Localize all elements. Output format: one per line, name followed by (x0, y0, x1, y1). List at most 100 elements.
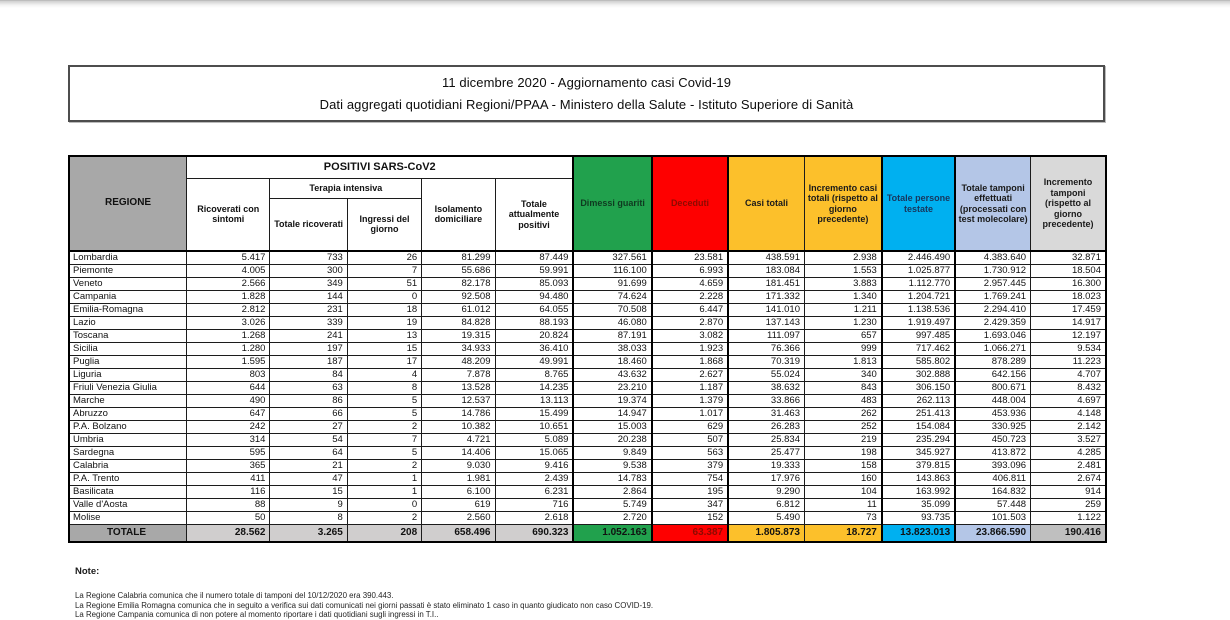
value-cell: 1.595 (186, 354, 271, 369)
value-cell: 314 (186, 432, 271, 447)
value-cell: 26 (346, 250, 423, 265)
value-cell: 843 (803, 380, 883, 395)
value-cell: 2.870 (650, 315, 729, 330)
note-line: La Regione Calabria comunica che il nume… (75, 591, 394, 600)
value-cell: 2.938 (803, 250, 883, 265)
value-cell: 6.100 (421, 484, 496, 499)
value-cell: 137.143 (727, 315, 805, 330)
region-cell: Campania (68, 289, 188, 304)
value-cell: 70.319 (727, 354, 805, 369)
value-cell: 91.699 (572, 276, 653, 291)
value-cell: 10.651 (494, 419, 574, 434)
value-cell: 1.138.536 (880, 302, 957, 317)
region-cell: Valle d'Aosta (68, 497, 188, 512)
totale-label: TOTALE (68, 523, 188, 543)
value-cell: 17.459 (1030, 302, 1107, 317)
col-header-tamponi: Totale tamponi effettuati (processati co… (954, 155, 1032, 252)
value-cell: 365 (186, 458, 271, 473)
value-cell: 6.812 (727, 497, 805, 512)
value-cell: 88 (186, 497, 271, 512)
value-cell: 999 (803, 341, 883, 356)
value-cell: 339 (269, 315, 348, 330)
value-cell: 619 (421, 497, 496, 512)
value-cell: 15.499 (494, 406, 574, 421)
value-cell: 17.976 (727, 471, 805, 486)
value-cell: 25.834 (727, 432, 805, 447)
totale-value-cell: 190.416 (1030, 523, 1107, 543)
value-cell: 1.230 (803, 315, 883, 330)
value-cell: 413.872 (954, 445, 1032, 460)
value-cell: 14.235 (494, 380, 574, 395)
region-cell: Liguria (68, 367, 188, 382)
value-cell: 4.721 (421, 432, 496, 447)
value-cell: 5 (346, 393, 423, 408)
value-cell: 160 (803, 471, 883, 486)
value-cell: 878.289 (954, 354, 1032, 369)
value-cell: 87.191 (572, 328, 653, 343)
value-cell: 144 (269, 289, 348, 304)
value-cell: 70.508 (572, 302, 653, 317)
value-cell: 2.429.359 (954, 315, 1032, 330)
value-cell: 8 (269, 510, 348, 525)
value-cell: 2.864 (572, 484, 653, 499)
value-cell: 4.383.640 (954, 250, 1032, 265)
value-cell: 1.280 (186, 341, 271, 356)
value-cell: 453.936 (954, 406, 1032, 421)
region-cell: Lombardia (68, 250, 188, 265)
col-header-incremento-casi: Incremento casi totali (rispetto al gior… (803, 155, 883, 252)
notes-heading: Note: (75, 566, 100, 577)
region-cell: Veneto (68, 276, 188, 291)
value-cell: 82.178 (421, 276, 496, 291)
col-header-ingressi-giorno: Ingressi del giorno (346, 197, 423, 252)
page-title: 11 dicembre 2020 - Aggiornamento casi Co… (441, 74, 732, 90)
value-cell: 803 (186, 367, 271, 382)
col-group-terapia-intensiva: Terapia intensiva (269, 177, 423, 199)
value-cell: 23.210 (572, 380, 653, 395)
value-cell: 1.553 (803, 263, 883, 278)
value-cell: 5 (346, 445, 423, 460)
value-cell: 152 (650, 510, 729, 525)
value-cell: 231 (269, 302, 348, 317)
value-cell: 63 (269, 380, 348, 395)
value-cell: 2.618 (494, 510, 574, 525)
value-cell: 19.315 (421, 328, 496, 343)
region-cell: Toscana (68, 328, 188, 343)
value-cell: 154.084 (880, 419, 957, 434)
value-cell: 93.735 (880, 510, 957, 525)
col-header-totale-positivi: Totale attualmente positivi (494, 177, 574, 252)
table-row: Piemonte 4.005 300 7 55.686 59.991 116.100 6.99… (68, 263, 1107, 278)
totale-value-cell: 1.805.873 (727, 523, 805, 543)
value-cell: 2.439 (494, 471, 574, 486)
region-cell: Puglia (68, 354, 188, 369)
note-line: La Regione Emilia Romagna comunica che i… (75, 600, 654, 610)
value-cell: 84.828 (421, 315, 496, 330)
value-cell: 13.528 (421, 380, 496, 395)
note-line: La Regione Campania comunica di non pote… (75, 610, 439, 620)
value-cell: 163.992 (880, 484, 957, 499)
value-cell: 251.413 (880, 406, 957, 421)
value-cell: 86 (269, 393, 348, 408)
value-cell: 2.294.410 (954, 302, 1032, 317)
value-cell: 1.730.912 (954, 263, 1032, 278)
window-top-edge (0, 0, 1230, 8)
value-cell: 5.749 (572, 497, 653, 512)
value-cell: 13 (346, 328, 423, 343)
value-cell: 563 (650, 445, 729, 460)
value-cell: 2.446.490 (880, 250, 957, 265)
value-cell: 2.228 (650, 289, 729, 304)
value-cell: 2 (346, 510, 423, 525)
value-cell: 55.686 (421, 263, 496, 278)
col-header-casi-totali: Casi totali (727, 155, 805, 252)
table-row: Campania 1.828 144 0 92.508 94.480 74.624 2.228… (68, 289, 1107, 304)
value-cell: 10.382 (421, 419, 496, 434)
value-cell: 76.366 (727, 341, 805, 356)
value-cell: 1.379 (650, 393, 729, 408)
region-cell: Piemonte (68, 263, 188, 278)
value-cell: 644 (186, 380, 271, 395)
table-row: Puglia 1.595 187 17 48.209 49.991 18.460 1.868 7… (68, 354, 1107, 369)
region-cell: Calabria (68, 458, 188, 473)
totale-value-cell: 3.265 (269, 523, 348, 543)
title-box: 11 dicembre 2020 - Aggiornamento casi Co… (68, 65, 1105, 122)
value-cell: 2 (346, 419, 423, 434)
value-cell: 4.148 (1030, 406, 1107, 421)
